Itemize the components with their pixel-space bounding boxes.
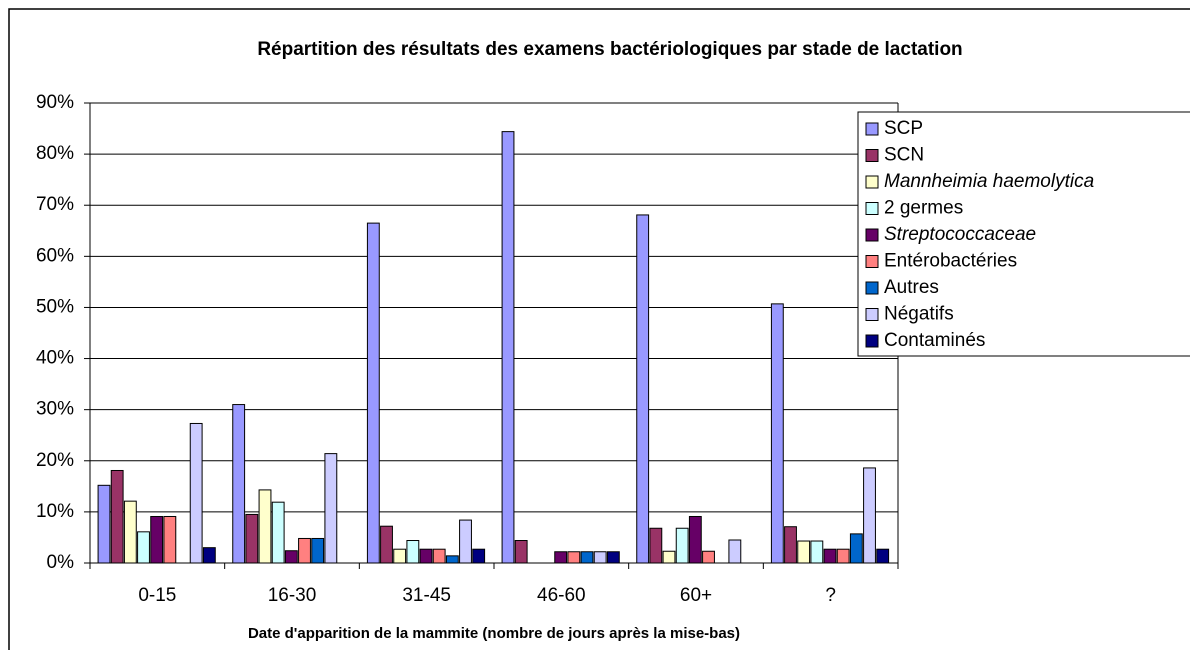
legend-swatch [865,202,879,215]
legend-label: Autres [884,277,939,298]
bar [823,548,837,564]
bar [245,513,259,564]
bar [163,515,177,564]
bar [393,548,407,564]
bar [258,489,272,564]
legend-swatch [865,308,879,321]
bar [784,526,797,564]
bar [202,547,216,564]
x-tick-label: 0-15 [138,585,176,606]
x-tick-label: 31-45 [402,585,451,606]
y-tick-label: 20% [36,450,74,471]
bar [797,540,811,564]
legend-label: Négatifs [884,304,954,325]
y-tick-label: 70% [36,194,74,215]
bar [110,469,124,564]
chart-title: Répartition des résultats des examens ba… [257,39,963,60]
bar [271,501,285,564]
bar [137,531,150,564]
bar [298,537,311,564]
bar [876,548,890,564]
legend-box [857,111,1190,357]
x-tick-label: ? [825,585,836,606]
legend-label: Contaminés [884,330,985,351]
y-tick-label: 10% [36,501,74,522]
legend-swatch [865,149,879,162]
bar [406,540,420,564]
bar [459,519,472,564]
x-tick-label: 60+ [680,585,712,606]
y-tick-label: 40% [36,348,74,369]
legend-label: 2 germes [884,198,963,219]
bar [810,540,824,564]
y-tick-label: 50% [36,296,74,317]
bar [324,453,338,564]
legend-swatch [865,122,879,136]
chart-frame [8,8,1190,650]
bar [593,551,607,564]
bar [472,548,486,564]
bar [419,548,433,564]
legend-swatch [865,228,879,242]
legend-label: Entérobactéries [884,251,1017,272]
legend-label: Streptococcaceae [884,224,1036,245]
bar [702,550,715,564]
bar [445,555,459,564]
y-tick-label: 0% [47,552,75,573]
bar [662,550,676,564]
bar [150,515,164,564]
bar [189,422,203,564]
legend-label: Mannheimia haemolytica [884,171,1094,192]
bar [688,515,702,564]
bar [97,484,111,564]
bar [232,404,246,564]
bar [380,525,393,564]
bar [849,533,863,564]
bar [649,527,663,564]
y-tick-label: 80% [36,143,74,164]
bar [580,551,594,564]
bar [675,527,689,564]
legend-label: SCN [884,145,924,166]
bar [123,500,137,564]
bar [432,548,446,564]
bar [514,540,528,564]
legend-swatch [865,255,879,268]
bar [567,551,581,564]
bar [770,303,784,564]
bar [284,550,298,564]
bar [606,551,620,564]
bar [311,537,325,564]
bar [366,222,380,564]
bar [501,131,515,564]
y-tick-label: 60% [36,245,74,266]
y-tick-label: 90% [36,92,74,113]
x-axis-label: Date d'apparition de la mammite (nombre … [248,625,740,642]
x-tick-label: 46-60 [537,585,586,606]
bar [863,467,876,564]
legend-label: SCP [884,118,923,139]
bar [554,551,568,564]
bar [836,548,850,564]
bar [728,539,742,564]
legend-swatch [865,334,879,348]
legend-swatch [865,175,879,189]
y-tick-label: 30% [36,399,74,420]
x-tick-label: 16-30 [268,585,317,606]
bar [636,214,650,564]
legend-swatch [865,281,879,295]
